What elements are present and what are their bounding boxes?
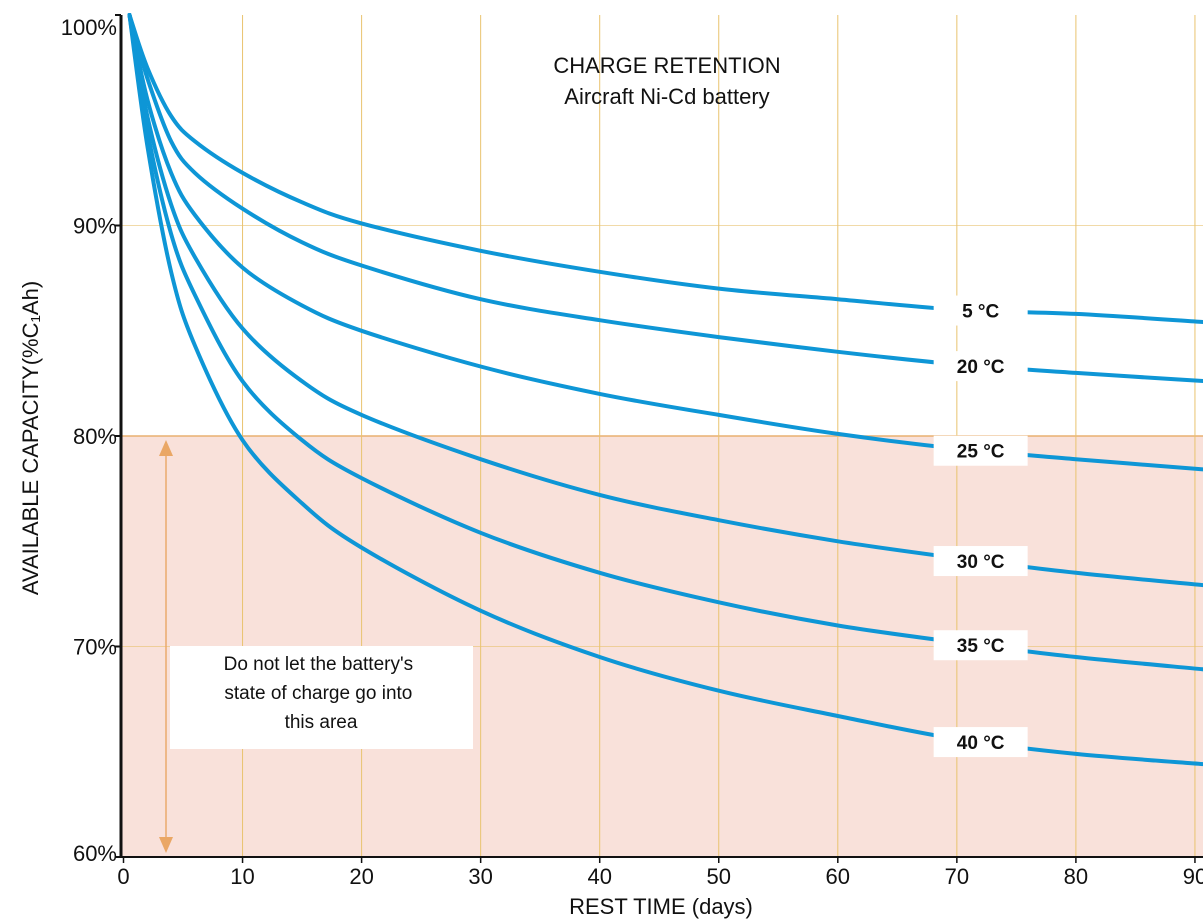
series-label-bg [933,546,1028,577]
chart-title: CHARGE RETENTION [553,53,780,78]
series-label: 40 °C [957,733,1005,754]
x-tick-label: 40 [587,864,611,889]
series-label-bg [933,435,1028,466]
series-label: 20 °C [957,357,1005,378]
x-tick-label: 80 [1064,864,1088,889]
y-tick-label: 100% [61,15,117,40]
x-tick-label: 70 [945,864,969,889]
y-tick-label: 90% [73,214,117,239]
label-layer: 5 °C 20 °C 25 °C 30 °C 35 °C 40 °C [933,295,1028,758]
x-tick-label: 0 [117,864,129,889]
series-label: 5 °C [962,302,999,323]
series-label-bg [933,351,1028,382]
danger-arrow-head-down [159,837,173,853]
y-axis-title: AVAILABLE CAPACITY(%C₁Ah) [18,281,43,595]
x-tick-label: 10 [230,864,254,889]
series-label-bg [933,295,1028,326]
y-tick-label: 80% [73,424,117,449]
axis-layer: 60% 70% 80% 90% 100% 0 10 20 30 40 50 60 70 80 90 [61,14,1203,889]
x-tick-label: 50 [707,864,731,889]
series-label-bg [933,727,1028,758]
danger-arrow-head-up [159,440,173,456]
series-label-bg [933,630,1028,661]
warning-note-box [170,646,473,749]
series-label: 30 °C [957,552,1005,573]
x-tick-label: 90 [1183,864,1203,889]
y-tick-label: 60% [73,841,117,866]
x-axis-title: REST TIME (days) [569,894,753,919]
warning-note: Do not let the battery's state of charge… [224,654,419,733]
series-label: 25 °C [957,442,1005,463]
x-tick-label: 30 [468,864,492,889]
chart-subtitle: Aircraft Ni-Cd battery [564,84,769,109]
y-tick-label: 70% [73,635,117,660]
x-tick-label: 60 [826,864,850,889]
series-label: 35 °C [957,636,1005,657]
x-tick-label: 20 [349,864,373,889]
